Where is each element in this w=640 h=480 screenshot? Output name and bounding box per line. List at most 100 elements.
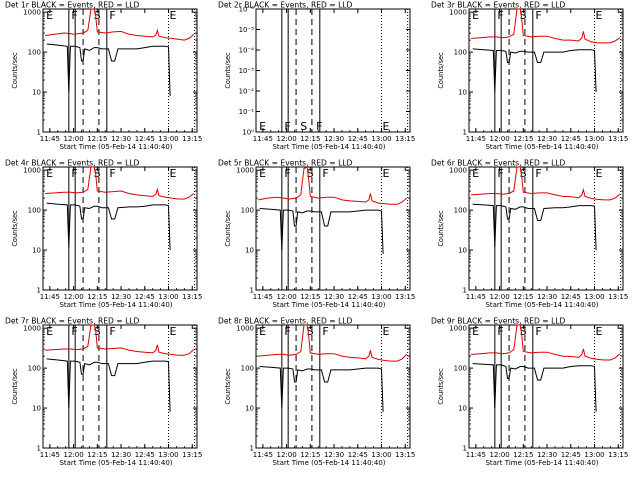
- x-tick-label: 12:00: [63, 293, 83, 301]
- x-tick-label: 13:00: [158, 135, 178, 143]
- x-tick-label: 13:15: [395, 293, 415, 301]
- plot-frame: [468, 166, 624, 291]
- lld-series-line: [471, 166, 621, 201]
- y-axis-label: Counts/sec: [11, 368, 19, 405]
- detector-panel: Det 5r BLACK = Events, RED = LLD 1 10 100 10…: [218, 159, 415, 310]
- y-tick-label: 10: [245, 405, 254, 413]
- detector-panel: Det 9r BLACK = Events, RED = LLD 1 10 100 10…: [431, 317, 628, 468]
- x-tick-label: 13:00: [584, 293, 604, 301]
- interval-flag: E: [170, 167, 177, 180]
- interval-flag: S: [520, 325, 527, 338]
- panel-title: Det 7r BLACK = Events, RED = LLD: [5, 317, 140, 326]
- x-axis-label: Start Time (05-Feb-14 11:40:40): [485, 301, 598, 309]
- interval-flag: E: [472, 167, 479, 180]
- detector-panel: Det 6r BLACK = Events, RED = LLD 1 10 100 10…: [431, 159, 628, 310]
- y-tick-label: 100: [28, 207, 41, 215]
- interval-flag: F: [535, 167, 541, 180]
- interval-flag: E: [596, 325, 603, 338]
- y-tick-label: 1: [463, 129, 467, 137]
- y-tick-label: 10: [32, 89, 41, 97]
- interval-flag: E: [259, 120, 266, 133]
- y-tick-label: 10⁻⁶: [239, 6, 255, 14]
- y-tick-label: 10⁻²: [239, 88, 255, 96]
- y-axis-label: Counts/sec: [437, 52, 445, 89]
- y-axis-label: Counts/sec: [437, 368, 445, 405]
- interval-flag: E: [259, 325, 266, 338]
- y-axis-label: Counts/sec: [11, 210, 19, 247]
- x-tick-label: 12:45: [135, 135, 155, 143]
- x-axis-label: Start Time (05-Feb-14 11:40:40): [59, 143, 172, 151]
- y-tick-label: 1: [250, 445, 254, 453]
- y-tick-label: 1000: [236, 167, 254, 175]
- y-tick-label: 10: [458, 405, 467, 413]
- x-tick-label: 12:45: [135, 451, 155, 459]
- x-tick-label: 11:45: [466, 293, 486, 301]
- lld-series-line: [45, 324, 195, 356]
- events-series-line: [46, 202, 171, 251]
- x-tick-label: 12:30: [111, 293, 131, 301]
- interval-flag: E: [170, 9, 177, 22]
- interval-flag: E: [46, 9, 53, 22]
- interval-flag: S: [94, 167, 101, 180]
- x-tick-label: 12:45: [135, 293, 155, 301]
- x-tick-label: 13:15: [182, 135, 202, 143]
- events-series-line: [472, 48, 597, 93]
- interval-flag: E: [472, 325, 479, 338]
- plot-frame: [42, 8, 198, 133]
- y-tick-label: 1000: [449, 167, 467, 175]
- y-tick-label: 10⁻¹: [239, 108, 255, 116]
- interval-flag: E: [383, 325, 390, 338]
- y-tick-label: 100: [28, 365, 41, 373]
- y-tick-label: 10⁻⁵: [239, 26, 255, 34]
- interval-flag: F: [497, 325, 503, 338]
- x-tick-label: 12:45: [348, 135, 368, 143]
- panel-title: Det 9r BLACK = Events, RED = LLD: [431, 317, 566, 326]
- x-tick-label: 13:15: [182, 451, 202, 459]
- y-tick-label: 100: [454, 49, 467, 57]
- lld-series-line: [45, 166, 195, 200]
- x-tick-label: 12:30: [537, 451, 557, 459]
- x-tick-label: 13:00: [158, 293, 178, 301]
- y-axis-label: Counts/sec: [224, 52, 232, 89]
- x-tick-label: 12:15: [513, 135, 533, 143]
- x-tick-label: 13:00: [371, 135, 391, 143]
- x-tick-label: 12:00: [489, 135, 509, 143]
- interval-flag: F: [322, 167, 328, 180]
- x-axis-label: Start Time (05-Feb-14 11:40:40): [59, 301, 172, 309]
- y-tick-label: 10⁻³: [239, 67, 255, 75]
- x-axis-label: Start Time (05-Feb-14 11:40:40): [59, 459, 172, 467]
- x-tick-label: 12:45: [561, 293, 581, 301]
- panel-title: Det 1r BLACK = Events, RED = LLD: [5, 1, 140, 10]
- x-tick-label: 11:45: [466, 451, 486, 459]
- x-tick-label: 12:00: [489, 451, 509, 459]
- x-tick-label: 12:45: [561, 451, 581, 459]
- plot-frame: [468, 324, 624, 449]
- lld-series-line: [258, 166, 408, 205]
- detector-panel: Det 8r BLACK = Events, RED = LLD 1 10 100 10…: [218, 317, 415, 468]
- x-tick-label: 13:15: [608, 451, 628, 459]
- plot-frame: [42, 166, 198, 291]
- x-tick-label: 12:15: [87, 293, 107, 301]
- x-tick-label: 13:00: [584, 135, 604, 143]
- interval-flag: E: [383, 120, 390, 133]
- interval-flag: F: [109, 325, 115, 338]
- plot-frame: [255, 8, 411, 133]
- y-tick-label: 1000: [236, 325, 254, 333]
- y-tick-label: 1: [37, 445, 41, 453]
- interval-flag: F: [497, 9, 503, 22]
- events-series-line: [46, 43, 171, 96]
- x-axis-label: Start Time (05-Feb-14 11:40:40): [485, 459, 598, 467]
- interval-flag: F: [71, 325, 77, 338]
- x-tick-label: 13:00: [584, 451, 604, 459]
- interval-flag: F: [284, 120, 290, 133]
- x-tick-label: 12:45: [561, 135, 581, 143]
- detector-panel: Det 1r BLACK = Events, RED = LLD 1 10 100 10…: [5, 1, 202, 152]
- x-tick-label: 13:00: [158, 451, 178, 459]
- y-tick-label: 10: [245, 247, 254, 255]
- x-tick-label: 11:45: [253, 293, 273, 301]
- interval-flag: F: [284, 325, 290, 338]
- interval-flag: F: [497, 167, 503, 180]
- y-tick-label: 10⁻⁴: [239, 47, 255, 55]
- plot-frame: [255, 166, 411, 291]
- y-tick-label: 1000: [23, 325, 41, 333]
